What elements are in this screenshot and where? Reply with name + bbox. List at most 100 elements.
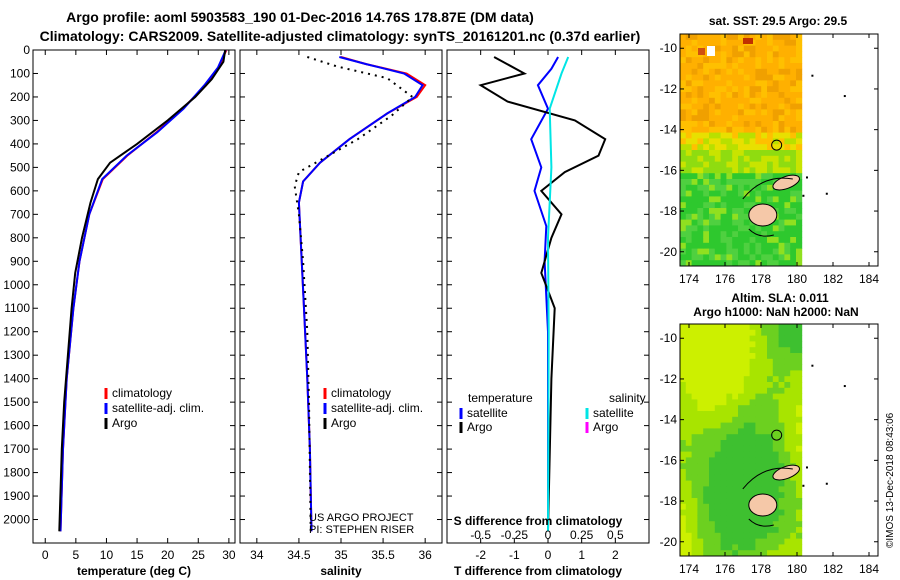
map-cell: [691, 376, 698, 383]
map-cell: [784, 405, 791, 412]
map-cell: [709, 39, 716, 46]
map-cell: [726, 179, 733, 186]
map-cell: [680, 97, 687, 104]
map-cell: [796, 57, 803, 64]
map-cell: [790, 138, 797, 145]
map-cell: [761, 57, 768, 64]
map-cell: [743, 329, 750, 336]
legend-label: satellite-adj. clim.: [112, 401, 204, 415]
map-y-tick-label: -20: [660, 245, 678, 259]
map-cell: [714, 184, 721, 191]
map-cell: [732, 155, 739, 162]
map-cell: [772, 422, 779, 429]
map-cell: [726, 451, 733, 458]
map-cell: [743, 474, 750, 481]
map-cell: [720, 208, 727, 215]
map-cell: [761, 440, 768, 447]
map-cell: [784, 527, 791, 534]
map-cell: [709, 248, 716, 255]
map-cell: [685, 538, 692, 545]
map-cell: [755, 45, 762, 52]
map-cell: [796, 347, 803, 354]
map-cell: [691, 440, 698, 447]
map-cell: [709, 173, 716, 180]
map-cell: [680, 347, 687, 354]
map-cell: [778, 86, 785, 93]
map-cell: [732, 144, 739, 151]
reef-outline: [742, 177, 793, 237]
map-cell: [714, 521, 721, 528]
map-cell: [778, 358, 785, 365]
map-cell: [709, 335, 716, 342]
map-cell: [772, 231, 779, 238]
map-cell: [755, 155, 762, 162]
map-cell: [714, 126, 721, 133]
map-cell: [691, 242, 698, 249]
map-cell: [680, 341, 687, 348]
map-cell: [703, 469, 710, 476]
map-cell: [732, 364, 739, 371]
map-cell: [743, 341, 750, 348]
map-cell: [784, 213, 791, 220]
map-cell: [697, 393, 704, 400]
map-cell: [691, 97, 698, 104]
map-cell: [767, 155, 774, 162]
map-cell: [784, 254, 791, 261]
map-cell: [732, 179, 739, 186]
map-cell: [743, 451, 750, 458]
map-cell: [680, 115, 687, 122]
map-cell: [784, 515, 791, 522]
map-cell: [703, 57, 710, 64]
map-cell: [732, 358, 739, 365]
map-cell: [784, 451, 791, 458]
map-cell: [784, 416, 791, 423]
map-cell: [685, 196, 692, 203]
map-cell: [743, 208, 750, 215]
map-y-tick-label: -18: [660, 494, 678, 508]
legend-label: Argo: [467, 420, 493, 434]
map-cell: [680, 219, 687, 226]
map-cell: [767, 393, 774, 400]
map-cell: [732, 103, 739, 110]
map-cell: [755, 515, 762, 522]
map-cell: [685, 341, 692, 348]
map-cell: [720, 51, 727, 58]
map-cell: [755, 97, 762, 104]
map-cell: [697, 231, 704, 238]
map-cell: [796, 480, 803, 487]
map-cell: [714, 469, 721, 476]
y-tick-label: 900: [10, 254, 30, 268]
map-cell: [709, 370, 716, 377]
map-cell: [726, 144, 733, 151]
map-cell: [685, 503, 692, 510]
map-cell: [784, 144, 791, 151]
map-cell: [709, 179, 716, 186]
map-cell: [749, 486, 756, 493]
map-cell: [697, 324, 704, 331]
map-cell: [720, 242, 727, 249]
map-cell: [749, 248, 756, 255]
map-cell: [767, 242, 774, 249]
map-cell: [767, 370, 774, 377]
map-cell: [743, 173, 750, 180]
y-tick-label: 400: [10, 137, 30, 151]
map-cell: [784, 161, 791, 168]
map-cell: [709, 428, 716, 435]
map-cell: [778, 538, 785, 545]
map-cell: [697, 353, 704, 360]
map-cell: [778, 399, 785, 406]
map-cell: [778, 480, 785, 487]
map-cell: [709, 509, 716, 516]
map-cell: [697, 202, 704, 209]
map-cell: [697, 469, 704, 476]
map-cell: [761, 341, 768, 348]
map-cell: [755, 196, 762, 203]
map-cell: [772, 39, 779, 46]
map-cell: [685, 474, 692, 481]
map-cell: [714, 486, 721, 493]
map-cell: [709, 538, 716, 545]
map-cell: [790, 231, 797, 238]
map-cell: [749, 173, 756, 180]
map-cell: [691, 498, 698, 505]
map-cell: [703, 382, 710, 389]
